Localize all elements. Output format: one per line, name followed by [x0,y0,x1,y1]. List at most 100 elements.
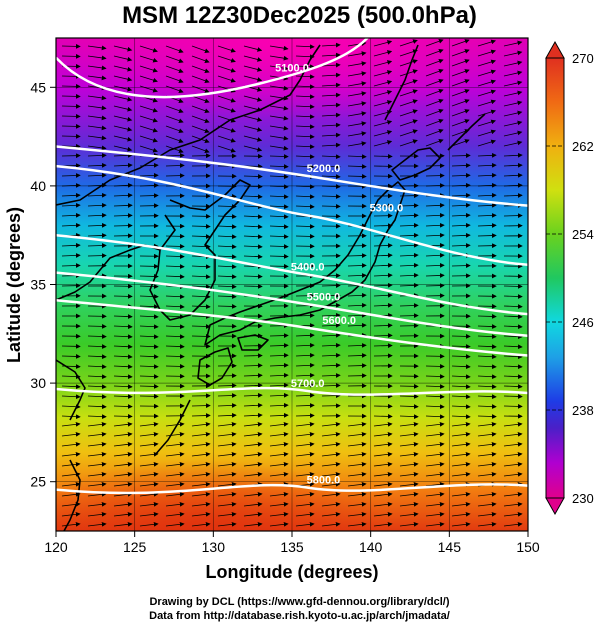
wind-vector [269,392,289,398]
wind-vector [399,242,419,248]
wind-vector [451,521,471,527]
x-tick-label: 120 [44,539,68,555]
wind-vector [399,461,419,467]
wind-vector [477,139,496,147]
wind-vector [243,274,263,279]
wind-vector [243,224,263,230]
wind-vector [425,232,445,238]
wind-vector [477,441,497,447]
wind-vector [217,115,236,123]
wind-vector [399,89,418,97]
wind-vector [217,145,236,153]
wind-vector [61,521,81,527]
wind-vector [321,383,341,388]
wind-vector [373,153,393,159]
wind-vector [217,521,237,527]
wind-vector [373,243,393,248]
wind-vector [217,421,237,427]
colorbar: 230 238 246 254 262 270 [545,40,594,516]
wind-vector [87,501,107,507]
wind-vector [321,174,341,180]
wind-vector [165,254,185,259]
wind-vector [269,362,289,368]
wind-vector [61,263,81,268]
wind-vector [373,292,393,298]
wind-vector [139,304,159,310]
wind-vector [243,521,263,527]
wind-vector [477,233,497,238]
wind-vector [321,511,341,517]
wind-vector [113,404,133,409]
wind-vector [269,451,289,457]
wind-vector [269,412,289,418]
wind-vector [477,421,497,427]
wind-vector [451,384,471,390]
wind-vector [243,65,263,72]
wind-vector [269,184,289,190]
wind-vector [295,521,315,527]
wind-vector [373,461,393,467]
wind-vector [295,124,315,130]
wind-vector [269,353,289,358]
wind-vector [477,202,497,208]
wind-vector [87,344,107,349]
wind-vector [269,333,289,338]
wind-vector [191,521,211,527]
wind-vector [399,272,419,278]
wind-vector [373,90,393,97]
wind-vector [295,413,315,418]
wind-vector [165,521,185,527]
wind-vector [321,164,341,170]
wind-vector [87,481,107,487]
wind-vector [503,511,523,517]
wind-vector [139,55,158,63]
wind-vector [243,373,263,378]
wind-vector [503,152,523,158]
x-tick-label: 140 [359,539,383,555]
wind-vector [503,162,523,168]
wind-vector [425,471,445,477]
wind-vector [165,294,185,300]
wind-vector [451,501,471,507]
wind-vector [321,481,341,487]
wind-vector [217,431,237,437]
wind-vector [347,312,367,318]
wind-vector [191,274,211,280]
wind-vector [425,222,445,228]
wind-vector [321,283,341,288]
wind-vector [113,182,133,188]
wind-vector [425,421,445,427]
wind-vector [87,55,107,61]
wind-vector [373,521,393,527]
y-axis-label: Latitude (degrees) [4,207,24,363]
wind-vector [113,384,133,390]
wind-vector [269,214,289,220]
wind-vector [477,223,497,228]
wind-vector [321,154,341,160]
wind-vector [139,193,159,198]
wind-vector [139,521,159,527]
wind-vector [321,122,341,128]
wind-vector [61,491,81,497]
wind-vector [295,224,315,229]
wind-vector [113,354,133,360]
wind-vector [113,421,133,427]
wind-vector [295,461,315,467]
wind-vector [139,324,159,330]
height-contour [56,483,528,495]
wind-vector [87,202,107,208]
wind-vector [503,172,523,178]
wind-vector [425,374,445,379]
wind-vector [503,90,523,97]
wind-vector [191,75,210,84]
wind-vector [425,384,445,389]
wind-vector [321,52,341,58]
wind-vector [295,421,315,427]
wind-vector [451,172,471,178]
wind-vector [425,138,444,147]
wind-vector [87,212,107,218]
wind-vector [477,109,496,117]
wind-vector [503,324,523,330]
colorbar-tick-label: 246 [572,315,594,330]
